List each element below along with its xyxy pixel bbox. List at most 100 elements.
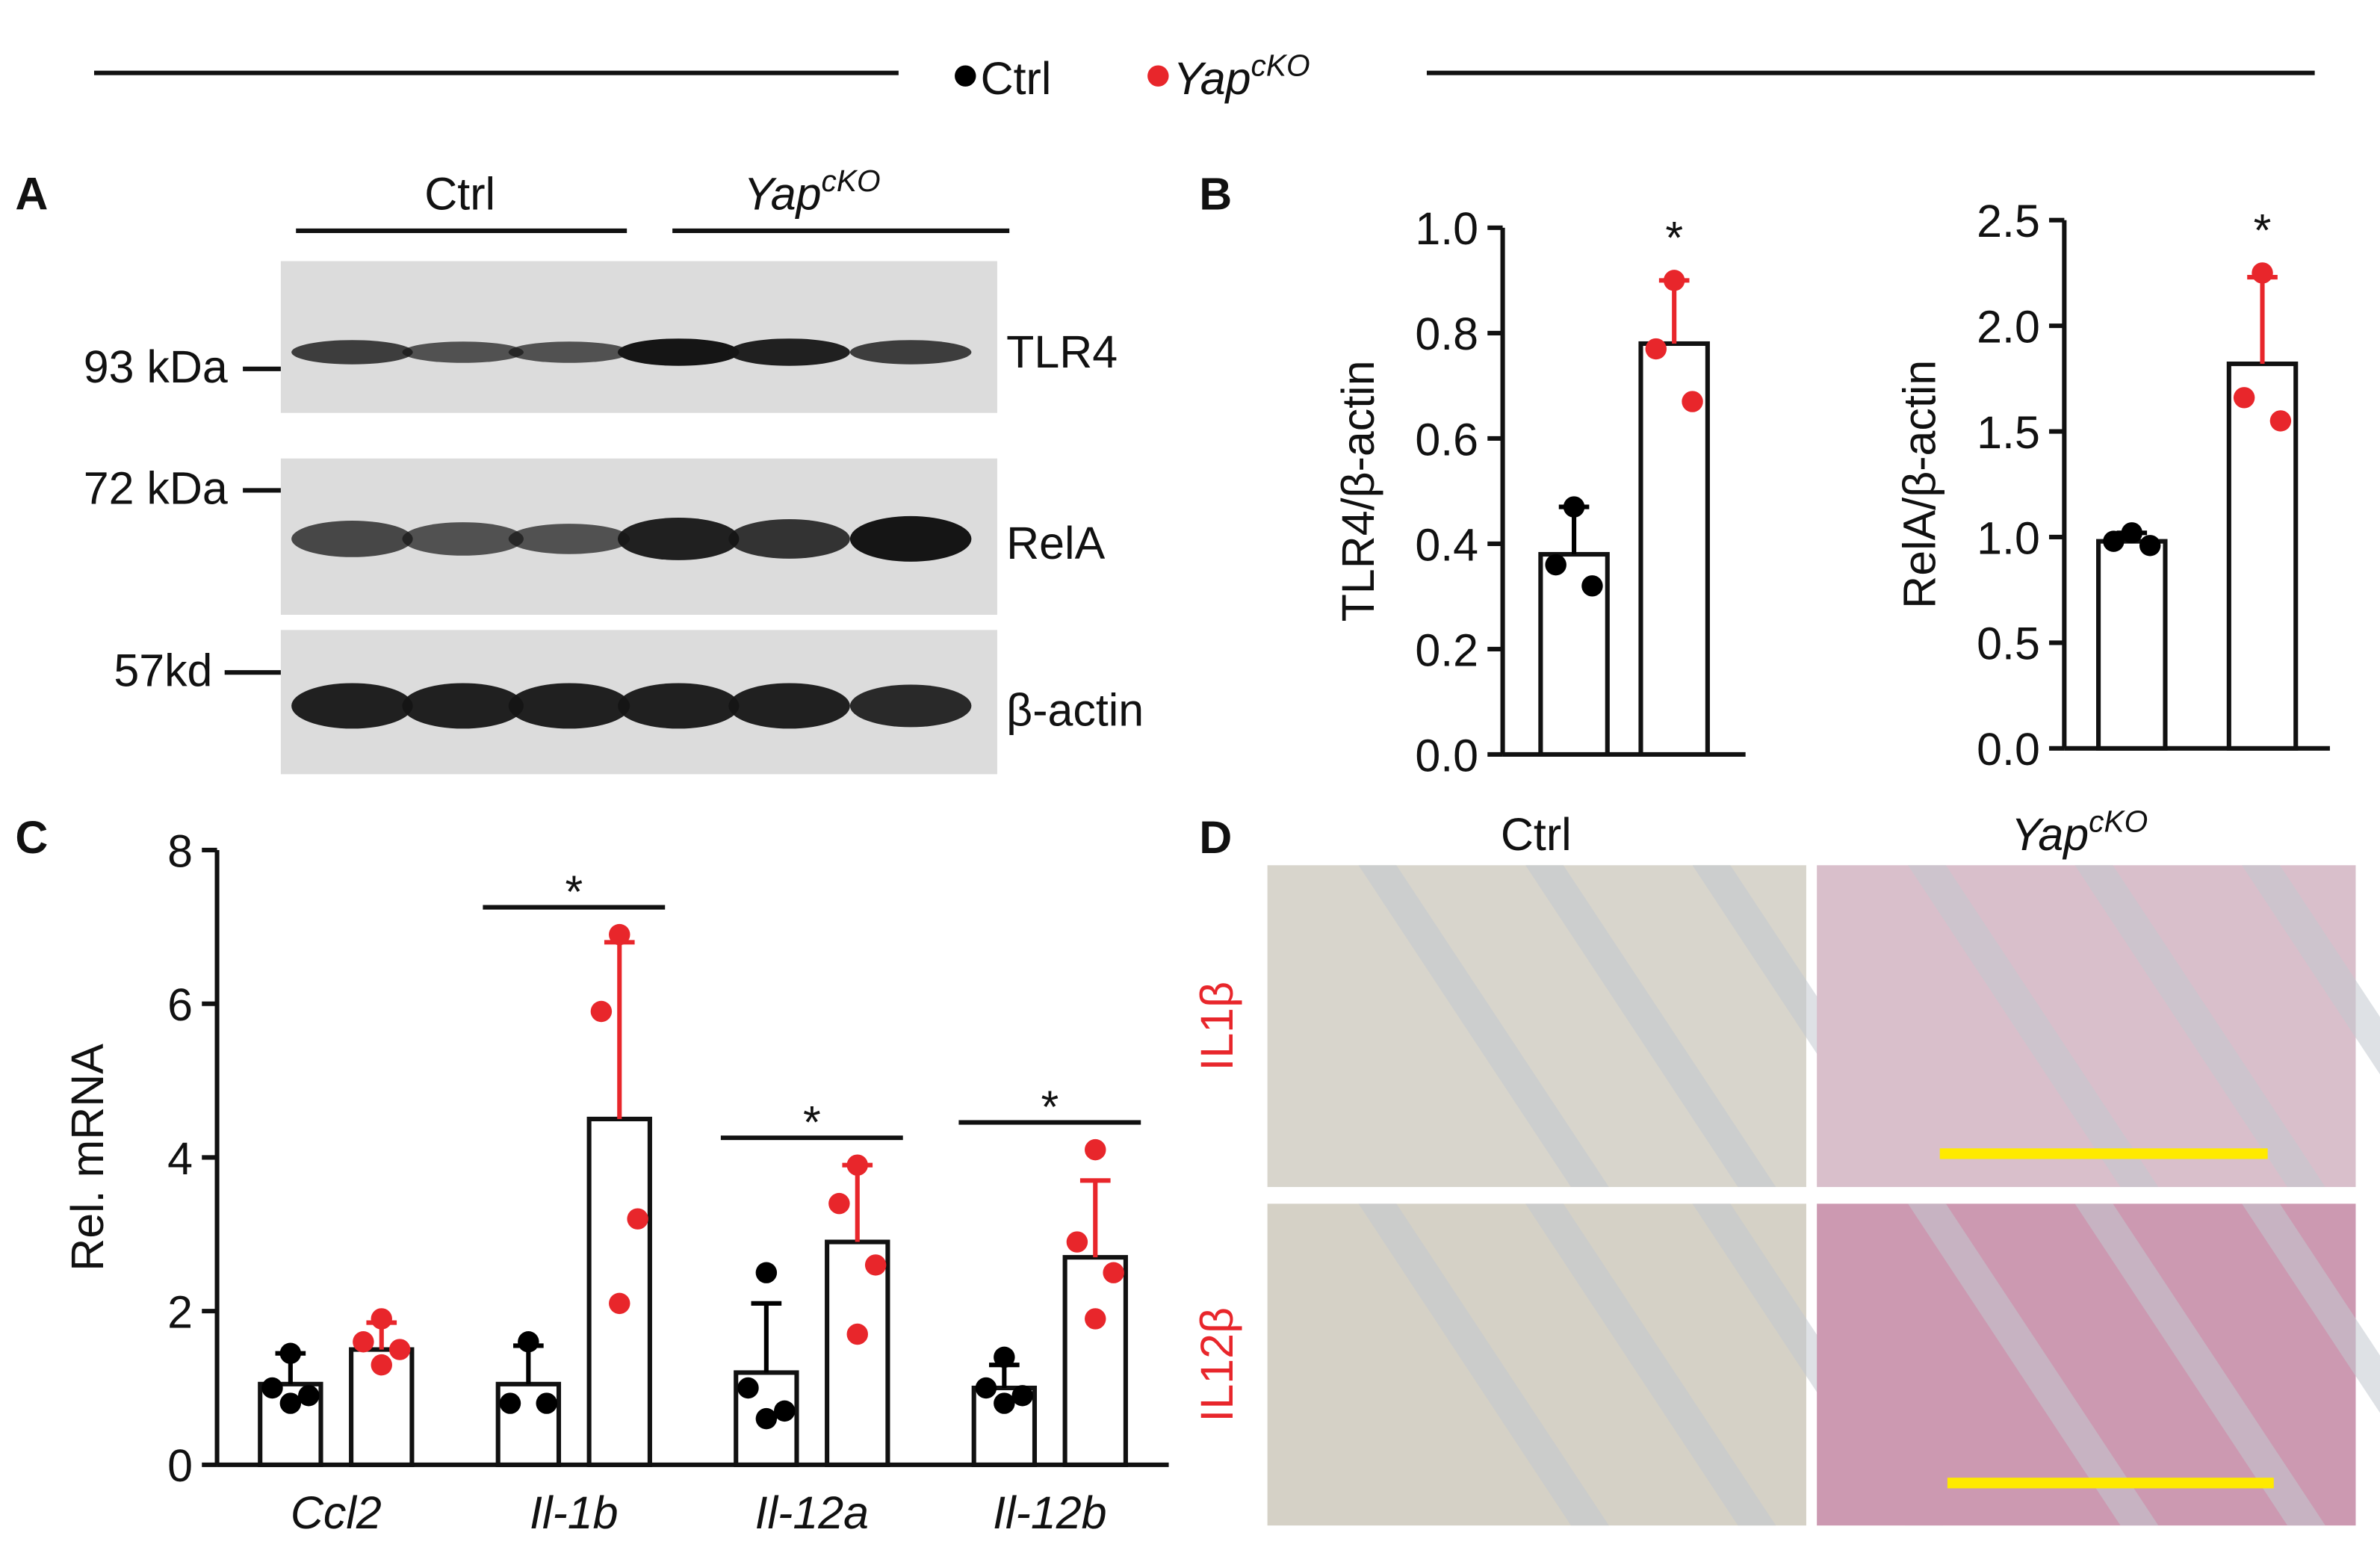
micrograph-streak [1908,865,2159,1188]
x-tick-label: Il-12a [755,1487,869,1538]
micrograph-streak [2242,1203,2380,1413]
data-point [2103,530,2125,552]
bar [1062,1255,1128,1467]
data-point [864,1254,887,1276]
bar [586,1116,652,1467]
y-tick-label: 0.2 [1415,625,1478,675]
blot-band [402,341,524,363]
data-point [518,1331,539,1353]
y-tick-label: 1.0 [1977,512,2040,563]
blot-band [508,524,630,554]
data-point [2233,387,2255,409]
data-point [828,1192,850,1215]
column-label-base: Yap [2011,809,2089,860]
data-point [1581,575,1603,597]
panel-letter: C [15,812,48,863]
micrograph-streak [2074,1203,2325,1526]
band-label: RelA [1006,518,1105,568]
y-tick-label: 2.0 [1977,301,2040,352]
blot-band [617,683,740,729]
legend-label-sup: cKO [1251,49,1310,83]
group-label: YapcKO [744,164,881,219]
data-point [371,1354,392,1376]
data-point [279,1342,302,1364]
blot-band [728,683,850,729]
y-tick-label: 1.5 [1977,407,2040,458]
y-axis-label: RelA/β-actin [1894,360,1945,609]
y-axis-label: TLR4/β-actin [1333,360,1383,622]
legend-label: Ctrl [981,53,1052,104]
blot-band [849,340,972,365]
y-axis-label: Rel. mRNA [62,1044,113,1271]
data-point [2139,535,2161,557]
row-label: IL12β [1191,1307,1242,1422]
data-point [388,1339,411,1360]
data-point [1066,1231,1088,1253]
data-point [609,1292,630,1315]
row-label: IL1β [1191,982,1242,1071]
y-tick-label: 1.0 [1415,203,1478,254]
blot-band [402,522,524,556]
column-label: YapcKO [2011,805,2148,860]
y-tick-label: 0.0 [1977,724,2040,775]
y-tick-label: 0.5 [1977,619,2040,669]
data-point [975,1377,997,1399]
blot-band [291,521,413,557]
data-point [846,1323,868,1345]
y-tick-label: 0.4 [1415,519,1478,570]
x-tick-label: Ccl2 [291,1487,382,1538]
data-point [1011,1385,1033,1407]
micrograph-streak [2242,865,2380,1075]
significance-label: * [1041,1082,1059,1132]
micrograph-streak [1525,865,1776,1188]
blot-band [849,515,972,562]
significance-label: * [565,867,583,917]
x-tick-label: Il-1b [530,1487,619,1538]
blot-band [508,683,630,729]
y-tick-label: 2.5 [1977,196,2040,247]
data-point [1545,554,1566,576]
group-label-base: Yap [744,168,822,219]
panel-letter: B [1199,168,1232,219]
marker-label: 72 kDa [84,463,228,514]
data-point [353,1331,374,1353]
blot-band [291,683,413,729]
group-label-sup: cKO [822,164,881,198]
data-point [371,1308,392,1330]
band-label: TLR4 [1006,326,1118,377]
micrograph-streak [1358,865,1609,1188]
bar [2096,539,2168,751]
y-tick-label: 0.6 [1415,414,1478,465]
data-point [1682,391,1703,412]
data-point [1563,496,1585,518]
y-tick-label: 6 [167,979,193,1030]
significance-label: * [1665,212,1683,263]
blot-band [617,517,740,560]
data-point [846,1154,868,1176]
data-point [994,1346,1015,1369]
legend-label-base: Yap [1174,53,1251,104]
blot-band [508,341,630,363]
column-label: Ctrl [1501,809,1572,860]
legend-marker [1147,65,1169,87]
bar [825,1239,890,1467]
data-point [590,1000,613,1023]
data-point [2121,522,2143,544]
y-tick-label: 8 [167,825,193,876]
column-label-sup: cKO [2089,805,2148,839]
data-point [774,1400,796,1422]
band-label: β-actin [1006,684,1144,735]
data-point [499,1392,521,1414]
micrograph-streak [1358,1203,1609,1526]
y-tick-label: 0.8 [1415,309,1478,359]
data-point [1663,270,1685,291]
bar [1638,341,1710,757]
y-tick-label: 2 [167,1286,193,1337]
blot-strip [280,261,997,413]
micrograph-streak [2074,865,2325,1188]
blot-band [728,338,850,366]
blot-band [291,340,413,365]
data-point [261,1377,283,1399]
data-point [1085,1138,1106,1161]
